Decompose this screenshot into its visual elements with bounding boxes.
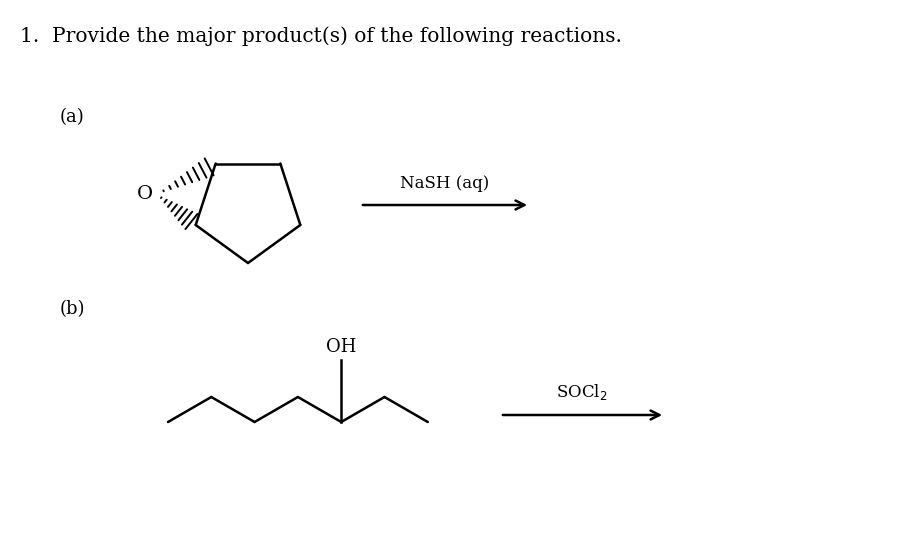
Text: 1.  Provide the major product(s) of the following reactions.: 1. Provide the major product(s) of the f… <box>20 26 622 46</box>
Text: O: O <box>137 185 153 203</box>
Text: (a): (a) <box>60 108 84 126</box>
Text: NaSH (aq): NaSH (aq) <box>400 175 489 192</box>
Text: SOCl$_2$: SOCl$_2$ <box>557 382 607 402</box>
Text: OH: OH <box>326 338 357 356</box>
Text: (b): (b) <box>60 300 85 318</box>
